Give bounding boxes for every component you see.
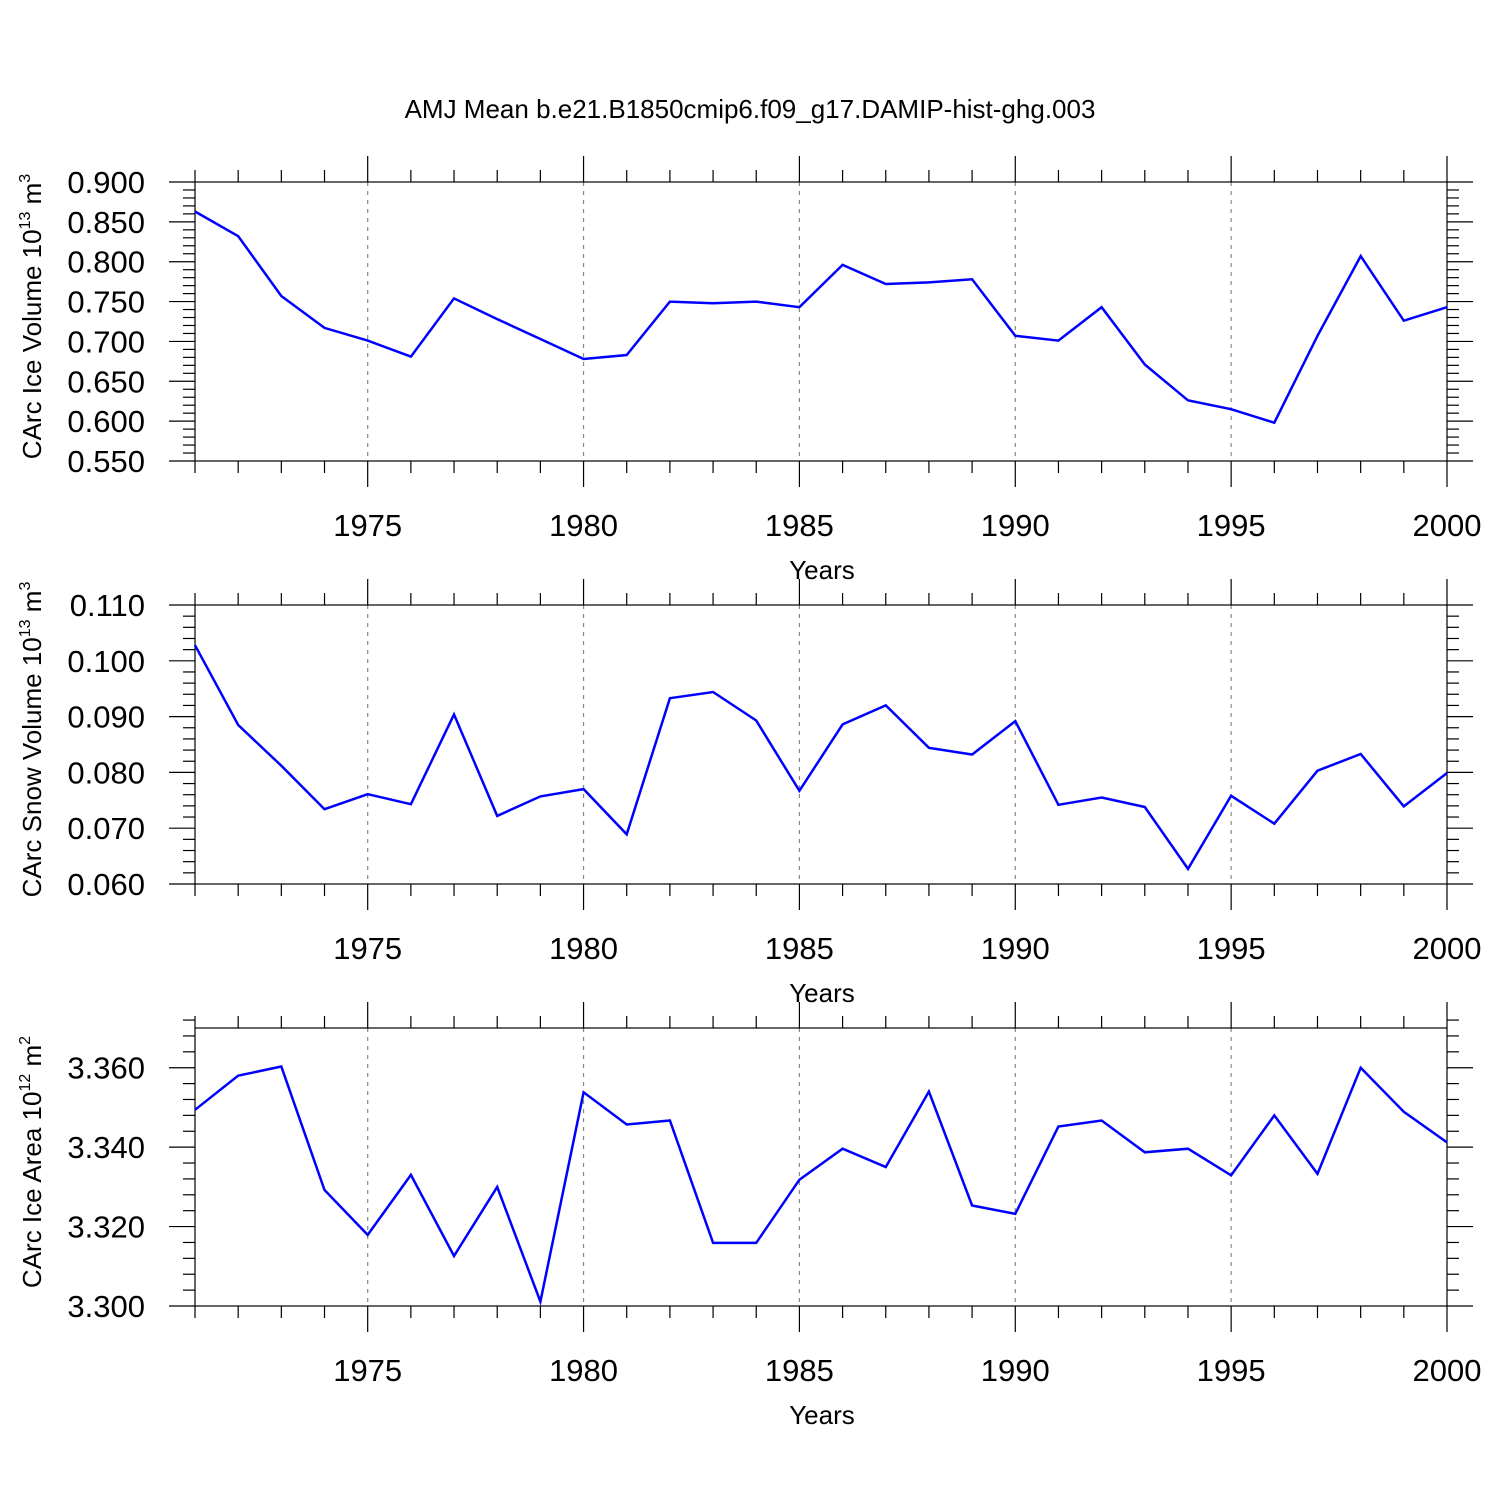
- y-tick-label: 0.110: [70, 588, 145, 623]
- plot-frame: [194, 1027, 1448, 1307]
- y-tick-label: 0.600: [67, 404, 145, 439]
- y-tick-label: 3.360: [67, 1051, 145, 1086]
- x-tick-label: 1985: [765, 508, 834, 543]
- series-line: [193, 644, 1448, 872]
- y-tick-labels: 0.550 0.600 0.650 0.700 0.750 0.800 0.850 0.900: [67, 165, 145, 479]
- plot-frame: [194, 181, 1448, 462]
- y-label-unit-exp: 3: [17, 582, 34, 591]
- ticks: [169, 579, 1473, 910]
- x-tick-label: 1975: [333, 931, 402, 966]
- y-tick-label: 0.850: [67, 205, 145, 240]
- y-tick-label: 0.700: [67, 324, 145, 359]
- y-tick-label: 0.060: [67, 867, 145, 902]
- y-label-main: CArc Ice Volume 10: [17, 229, 47, 459]
- y-label-exp: 12: [17, 1074, 34, 1092]
- x-tick-label: 1985: [765, 931, 834, 966]
- x-tick-label: 1980: [549, 508, 618, 543]
- series-line: [194, 1065, 1448, 1307]
- panel-ice-area: 3.300 3.320 3.340 3.360 1975 1980 1985 1990 199…: [17, 1002, 1481, 1430]
- gridlines: [367, 1028, 1232, 1306]
- x-tick-label: 1985: [765, 1353, 834, 1388]
- ticks: [169, 156, 1473, 487]
- x-tick-label: 2000: [1413, 508, 1482, 543]
- y-label-unit: m: [17, 591, 47, 620]
- y-label-main: CArc Snow Volume 10: [17, 637, 47, 897]
- x-axis-label: Years: [789, 1400, 855, 1430]
- x-tick-label: 1995: [1197, 508, 1266, 543]
- series-line: [194, 210, 1448, 425]
- x-tick-label: 1995: [1197, 1353, 1266, 1388]
- y-tick-label: 0.750: [67, 285, 145, 320]
- y-axis-label: CArc Ice Volume 1013 m3: [17, 174, 47, 459]
- y-tick-label: 0.080: [67, 755, 145, 790]
- y-tick-label: 0.090: [67, 700, 145, 735]
- x-tick-label: 1975: [333, 508, 402, 543]
- x-tick-label: 1980: [549, 931, 618, 966]
- chart-title: AMJ Mean b.e21.B1850cmip6.f09_g17.DAMIP-…: [405, 94, 1096, 124]
- x-axis-label: Years: [789, 555, 855, 585]
- x-tick-label: 1990: [981, 1353, 1050, 1388]
- y-label-unit: m: [17, 1045, 47, 1074]
- x-tick-label: 1980: [549, 1353, 618, 1388]
- y-tick-label: 0.900: [67, 165, 145, 200]
- plot-frame: [194, 604, 1448, 885]
- y-tick-label: 3.340: [67, 1130, 145, 1165]
- y-tick-labels: 3.300 3.320 3.340 3.360: [67, 1051, 145, 1324]
- ticks: [169, 1002, 1473, 1332]
- y-label-unit-exp: 2: [17, 1036, 34, 1045]
- x-tick-label: 1990: [981, 508, 1050, 543]
- y-tick-label: 0.800: [67, 245, 145, 280]
- y-tick-label: 0.070: [67, 811, 145, 846]
- panel-ice-volume: 0.550 0.600 0.650 0.700 0.750 0.800 0.850 0.900…: [17, 156, 1481, 585]
- y-tick-label: 3.300: [67, 1289, 145, 1324]
- x-tick-labels: 1975 1980 1985 1990 1995 2000: [333, 1353, 1481, 1388]
- y-label-main: CArc Ice Area 10: [17, 1092, 47, 1289]
- y-tick-label: 0.650: [67, 364, 145, 399]
- x-tick-labels: 1975 1980 1985 1990 1995 2000: [333, 508, 1481, 543]
- x-tick-label: 2000: [1413, 1353, 1482, 1388]
- y-tick-label: 3.320: [67, 1210, 145, 1245]
- x-tick-label: 1975: [333, 1353, 402, 1388]
- x-tick-label: 2000: [1413, 931, 1482, 966]
- y-label-unit: m: [17, 183, 47, 212]
- x-tick-label: 1995: [1197, 931, 1266, 966]
- y-label-exp: 13: [17, 619, 34, 637]
- y-label-exp: 13: [17, 212, 34, 230]
- x-tick-labels: 1975 1980 1985 1990 1995 2000: [333, 931, 1481, 966]
- gridlines: [367, 182, 1232, 461]
- y-axis-label: CArc Ice Area 1012 m2: [17, 1036, 47, 1288]
- y-axis-label: CArc Snow Volume 1013 m3: [17, 582, 47, 898]
- gridlines: [367, 605, 1232, 884]
- y-label-unit-exp: 3: [17, 174, 34, 183]
- y-tick-labels: 0.060 0.070 0.080 0.090 0.100 0.110: [67, 588, 145, 902]
- x-tick-label: 1990: [981, 931, 1050, 966]
- y-tick-label: 0.100: [67, 644, 145, 679]
- y-tick-label: 0.550: [67, 444, 145, 479]
- x-axis-label: Years: [789, 978, 855, 1008]
